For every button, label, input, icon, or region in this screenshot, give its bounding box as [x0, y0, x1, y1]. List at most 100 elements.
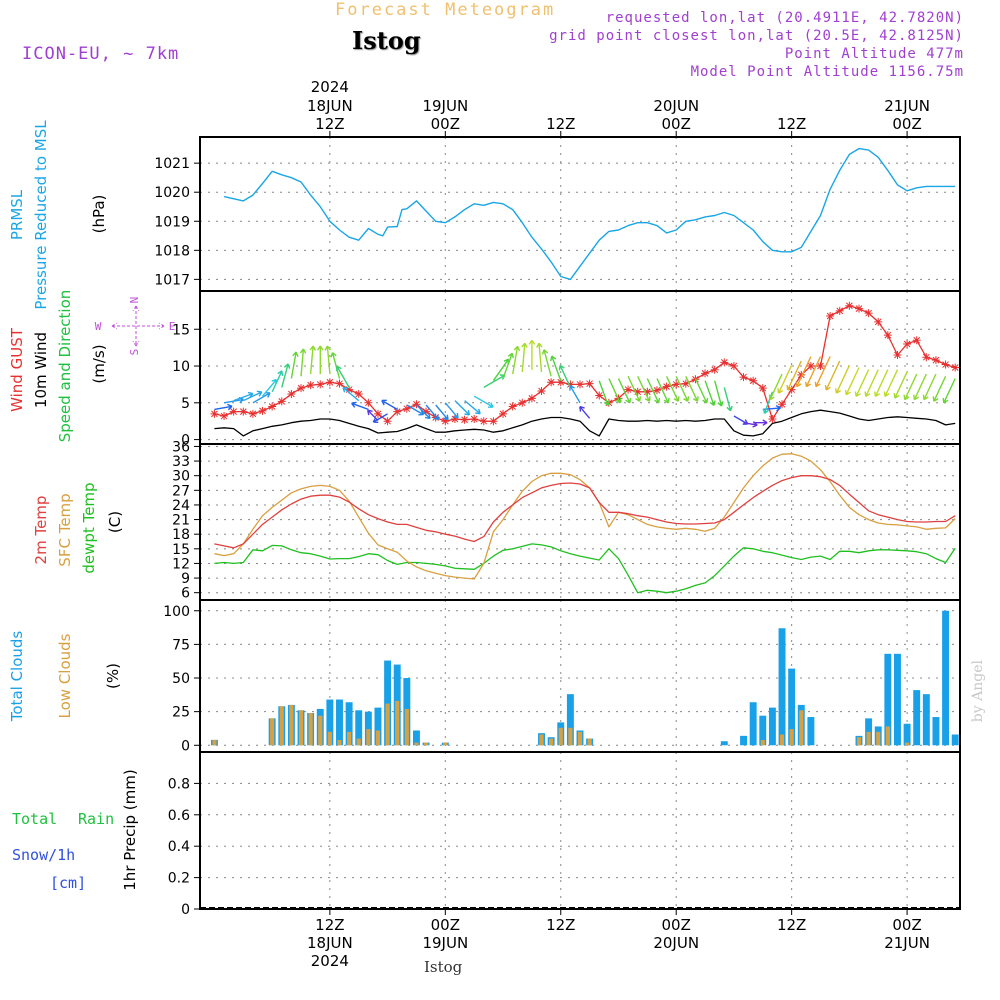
total-clouds-bar [942, 610, 950, 746]
wind-arrow [569, 385, 581, 404]
low-clouds-bar [577, 731, 583, 746]
wind-arrow [483, 374, 506, 389]
gust-marker [499, 409, 508, 418]
gust-marker [306, 381, 315, 390]
low-clouds-bar [760, 739, 765, 746]
wind-arrow [271, 370, 284, 393]
wind-arrow [536, 342, 543, 372]
clouds-unit-label: (%) [104, 663, 122, 689]
gust-marker [412, 400, 421, 409]
top-time-label: 19JUN [422, 97, 468, 115]
gust-marker [816, 362, 825, 371]
low-clouds-bar [404, 708, 409, 746]
wind-arrow [753, 419, 768, 426]
wind-arrow [685, 376, 699, 402]
gust-marker [345, 385, 354, 394]
gust-marker [556, 378, 565, 387]
pressure-line [223, 147, 956, 281]
gust-marker [883, 331, 892, 340]
wind-arrow [558, 364, 572, 388]
gust-marker [335, 379, 344, 388]
gust-marker [672, 380, 681, 389]
low-clouds-bar [539, 734, 544, 746]
wind-arrow [281, 363, 291, 388]
y-tick-label: 1021 [154, 156, 190, 172]
station-name: Istog [352, 26, 421, 55]
bottom-time-label: 18JUN [307, 934, 353, 952]
gust-marker [662, 382, 671, 391]
wind-arrow [922, 373, 937, 401]
y-tick-label: 36 [172, 439, 190, 455]
gust-marker [624, 385, 633, 394]
total-clouds-bar [374, 707, 382, 746]
total-clouds-bar [884, 653, 892, 746]
total-clouds-bar [903, 723, 911, 746]
y-tick-label: 15 [172, 542, 190, 558]
prmsl-long-label: Pressure Reduced to MSL [32, 120, 50, 310]
low-clouds-bar [905, 742, 910, 746]
gust-marker [460, 415, 469, 424]
y-tick-label: 25 [172, 705, 190, 721]
y-tick-label: 1020 [154, 185, 190, 201]
prmsl-label: PRMSL [8, 189, 26, 240]
gust-marker [710, 365, 719, 374]
low-clouds-bar [366, 729, 371, 746]
wind-arrow [665, 376, 680, 402]
gust-marker [768, 414, 777, 423]
low-clouds-bar [375, 730, 381, 746]
gust-marker [681, 379, 690, 388]
total-clouds-bar [788, 668, 796, 746]
panel-2-grid [194, 444, 960, 600]
y-tick-label: 0 [181, 738, 190, 754]
y-tick-label: 18 [172, 527, 190, 543]
top-time-label: 12Z [315, 115, 344, 133]
total-clouds-bar [913, 690, 921, 746]
gust-marker [547, 378, 556, 387]
panel-3-grid [194, 600, 960, 752]
gust-marker [277, 397, 286, 406]
wind-speed-direction-label: Speed and Direction [56, 290, 74, 443]
gust-marker [450, 414, 459, 423]
wind-arrow [768, 373, 783, 401]
low-clouds-bar [279, 706, 284, 746]
wind-arrow [473, 395, 494, 408]
wind-arrow [372, 413, 388, 423]
wind-10m-label: 10m Wind [32, 332, 50, 408]
wind-arrow [579, 405, 591, 419]
gust-marker [576, 380, 584, 389]
bottom-time-label: 00Z [662, 916, 691, 934]
watermark: by Angel [970, 660, 986, 723]
wind-arrow [795, 356, 812, 388]
low-clouds-bar [308, 712, 313, 746]
wind-arrow [435, 404, 449, 421]
gust-marker [854, 304, 863, 313]
gust-marker [210, 409, 219, 418]
bottom-time-label: 21JUN [884, 934, 930, 952]
gust-marker [470, 414, 479, 423]
y-tick-label: 1019 [154, 214, 190, 230]
total-clouds-bar [922, 694, 930, 746]
bottom-time-label: 20JUN [653, 934, 699, 952]
wind-arrow [762, 391, 774, 414]
wind-arrow [627, 376, 642, 402]
top-time-label: 00Z [662, 115, 691, 133]
gust-marker [229, 407, 238, 416]
compass-east-label: E [169, 320, 176, 333]
wind-arrow [942, 378, 956, 404]
legend-total-label: Total [12, 810, 57, 828]
wind-arrow [646, 378, 661, 404]
bottom-time-label: 2024 [311, 952, 349, 970]
low-clouds-bar [587, 738, 592, 746]
wind-arrow [309, 345, 317, 375]
bottom-time-label: 12Z [315, 916, 344, 934]
wind-arrow [723, 387, 733, 412]
low-clouds-bar [385, 703, 390, 746]
total-clouds-bar [566, 694, 574, 746]
total-clouds-bar [749, 702, 757, 746]
gust-marker [797, 370, 806, 379]
gust-marker [845, 301, 854, 310]
low-clouds-bar [866, 731, 871, 746]
wind-arrow [243, 390, 263, 402]
gust-marker [595, 391, 604, 400]
